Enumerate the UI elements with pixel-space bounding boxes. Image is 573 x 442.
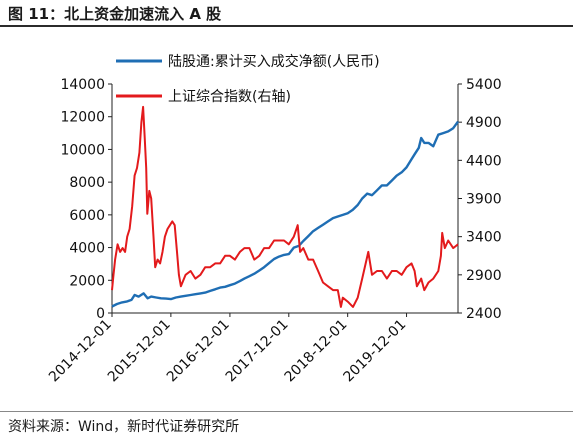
legend: 陆股通:累计买入成交净额(人民币) 上证综合指数(右轴) <box>116 53 380 105</box>
y-left-tick-label: 4000 <box>69 241 105 257</box>
series-lines <box>111 105 459 308</box>
y-right-tick-label: 5400 <box>466 77 502 93</box>
y-left-tick-label: 8000 <box>69 175 105 191</box>
x-tick-label: 2015-12-01 <box>105 317 174 386</box>
y-right-tick-label: 3400 <box>466 230 502 246</box>
y-right-tick-label: 2900 <box>466 268 502 284</box>
y-left-tick-label: 0 <box>96 306 105 322</box>
y-right-tick-label: 4400 <box>466 153 502 169</box>
series-line-index <box>111 105 459 308</box>
legend-label: 陆股通:累计买入成交净额(人民币) <box>168 53 380 70</box>
y-left-tick-label: 12000 <box>60 110 105 126</box>
x-tick-label: 2019-12-01 <box>341 317 410 386</box>
source-rule <box>0 411 573 412</box>
y-left-tick-label: 2000 <box>69 273 105 289</box>
y-left-tick-label: 10000 <box>60 142 105 158</box>
figure-title: 图 11：北上资金加速流入 A 股 <box>8 5 222 23</box>
legend-label: 上证综合指数(右轴) <box>168 89 291 105</box>
y-right-tick-label: 2400 <box>466 306 502 322</box>
y-right-tick-label: 3900 <box>466 192 502 208</box>
line-chart: 0 2000 4000 6000 8000 10000 12000 14000 2400 2900… <box>46 53 502 385</box>
y-left-tick-label: 6000 <box>69 208 105 224</box>
axes: 0 2000 4000 6000 8000 10000 12000 14000 2400 2900… <box>46 77 502 385</box>
title-rule <box>0 25 573 27</box>
y-right-tick-label: 4900 <box>466 115 502 131</box>
series-line-northbound <box>111 120 459 308</box>
source-note: 资料来源：Wind，新时代证券研究所 <box>8 419 240 435</box>
y-left-tick-label: 14000 <box>60 77 105 93</box>
